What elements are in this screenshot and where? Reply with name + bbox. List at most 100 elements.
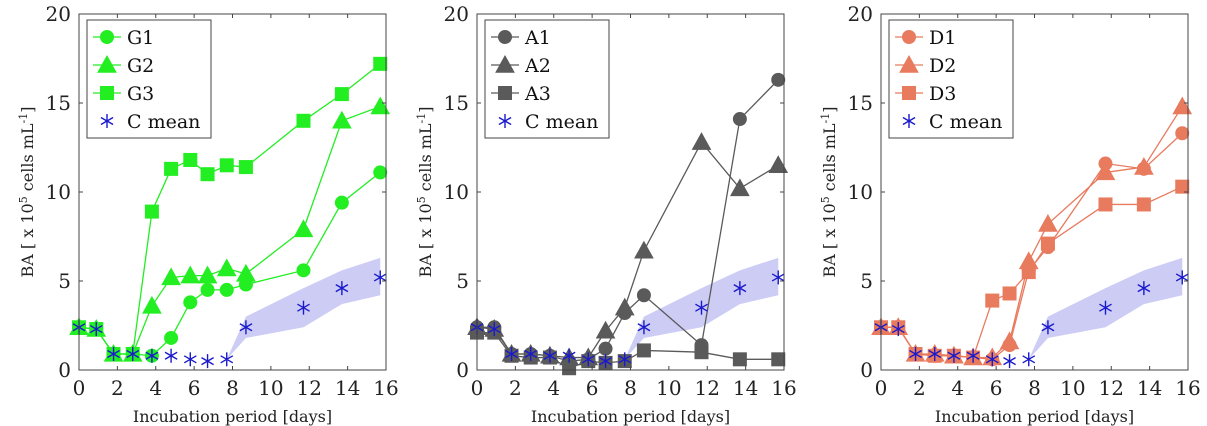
asterisk-stroke xyxy=(89,324,103,334)
y-tick-label: 10 xyxy=(444,180,469,204)
data-point xyxy=(730,178,750,197)
legend-label: C mean xyxy=(127,111,200,133)
data-point xyxy=(183,152,198,167)
x-tick-label: 4 xyxy=(547,376,560,400)
legend-label: D2 xyxy=(929,55,956,77)
mean-point xyxy=(966,348,980,363)
data-point xyxy=(373,56,388,71)
y-tick-label: 20 xyxy=(444,2,469,26)
asterisk-stroke xyxy=(239,323,253,332)
mean-point xyxy=(695,300,708,315)
mean-point xyxy=(891,322,905,337)
x-tick-label: 16 xyxy=(373,376,398,400)
y-label-superscript: -1 xyxy=(819,113,832,124)
legend-entry: A3 xyxy=(491,83,551,105)
mean-point xyxy=(909,346,922,361)
y-tick-label: 5 xyxy=(456,269,469,293)
y-tick-label: 15 xyxy=(46,91,71,115)
x-axis-label: Incubation period [days] xyxy=(133,407,332,426)
x-tick-label: 4 xyxy=(951,376,964,400)
data-point xyxy=(1134,157,1154,175)
asterisk-stroke xyxy=(126,349,140,359)
legend: D1 D2 D3 C mean xyxy=(888,19,1014,139)
data-point xyxy=(1040,236,1055,251)
mean-point xyxy=(1175,270,1189,285)
x-tick-label: 6 xyxy=(586,376,599,400)
series-c-mean xyxy=(874,270,1189,369)
legend-marker xyxy=(498,30,512,44)
x-tick-label: 10 xyxy=(1060,376,1085,400)
legend-label: D3 xyxy=(929,83,956,105)
asterisk-stroke xyxy=(637,323,651,332)
data-point xyxy=(634,240,654,259)
series-c-mean xyxy=(72,270,387,369)
asterisk-stroke xyxy=(145,351,159,360)
data-point xyxy=(771,352,786,367)
data-point xyxy=(219,282,234,297)
x-tick-label: 0 xyxy=(73,376,86,400)
data-point xyxy=(1021,265,1036,280)
y-tick-label: 5 xyxy=(860,269,873,293)
asterisk-stroke xyxy=(183,355,197,364)
x-tick-label: 0 xyxy=(875,376,888,400)
legend-entry: C mean xyxy=(100,111,200,133)
y-tick-label: 20 xyxy=(848,2,873,26)
legend-marker xyxy=(97,54,117,73)
x-axis-label: Incubation period [days] xyxy=(935,407,1134,426)
legend-entry: A2 xyxy=(491,54,551,77)
mean-point xyxy=(599,354,612,369)
mean-point xyxy=(107,346,120,361)
mean-point xyxy=(335,281,349,296)
x-axis-label: Incubation period [days] xyxy=(531,407,730,426)
data-point xyxy=(332,110,352,129)
asterisk-stroke xyxy=(487,324,501,334)
legend-label: A1 xyxy=(524,27,551,49)
legend-entry: G1 xyxy=(93,27,154,49)
asterisk-stroke xyxy=(1175,273,1189,282)
legend-marker xyxy=(902,30,916,44)
legend-entry: A1 xyxy=(491,27,551,49)
data-point xyxy=(1095,162,1116,181)
data-point xyxy=(161,267,181,286)
asterisk-stroke xyxy=(599,356,612,366)
data-point xyxy=(636,288,651,303)
mean-point xyxy=(985,352,999,367)
series-A3 xyxy=(470,325,786,376)
mean-point xyxy=(637,320,651,335)
asterisk-stroke xyxy=(771,273,785,282)
asterisk-stroke xyxy=(335,284,349,293)
data-point xyxy=(985,293,1000,308)
legend-label: A3 xyxy=(524,83,551,105)
data-point xyxy=(768,155,789,173)
mean-point xyxy=(297,300,310,315)
x-tick-label: 2 xyxy=(509,376,522,400)
data-point xyxy=(200,167,215,182)
legend: G1 G2 G3 C mean xyxy=(86,19,212,139)
mean-point xyxy=(183,352,197,367)
legend-entry: C mean xyxy=(902,111,1002,133)
y-label-part: ] xyxy=(416,106,435,112)
mean-point xyxy=(164,348,178,363)
mean-point xyxy=(1099,300,1112,315)
data-point xyxy=(183,295,198,310)
asterisk-stroke xyxy=(947,351,961,360)
data-point xyxy=(636,343,651,358)
y-tick-label: 20 xyxy=(46,2,71,26)
y-label-superscript: 5 xyxy=(415,196,428,203)
x-tick-label: 6 xyxy=(188,376,201,400)
data-point xyxy=(200,282,215,297)
mean-point xyxy=(771,270,785,285)
y-label-part: ] xyxy=(18,106,37,112)
asterisk-stroke xyxy=(928,349,942,359)
mean-point xyxy=(239,320,253,335)
y-tick-label: 15 xyxy=(444,91,469,115)
data-point xyxy=(1038,214,1058,232)
legend-label: G1 xyxy=(127,27,154,49)
y-label-superscript: 5 xyxy=(819,196,832,203)
legend-entry: G3 xyxy=(93,83,154,105)
series-line xyxy=(881,106,1183,359)
data-point xyxy=(694,345,709,360)
data-point xyxy=(296,263,311,278)
mean-point xyxy=(1003,354,1016,369)
